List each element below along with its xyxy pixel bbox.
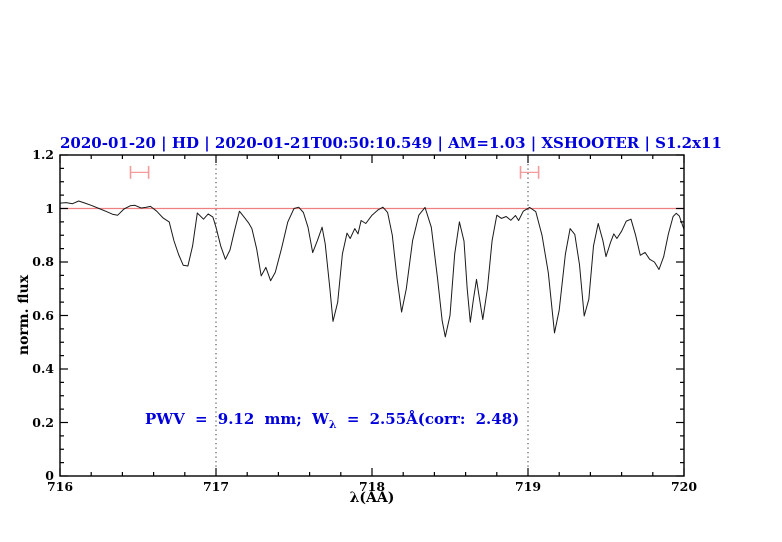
pwv-annotation-lambda-subscript: λ bbox=[328, 418, 337, 431]
pwv-annotation: PWV = 9.12 mm; Wλ = 2.55Å(corr: 2.48) bbox=[145, 410, 519, 431]
y-tick-label: 0.6 bbox=[32, 307, 54, 323]
plot-title: 2020-01-20 | HD | 2020-01-21T00:50:10.54… bbox=[60, 134, 722, 152]
x-tick-label: 718 bbox=[358, 479, 386, 494]
y-tick-label: 1 bbox=[45, 200, 54, 216]
pwv-annotation-suffix: = 2.55Å(corr: 2.48) bbox=[336, 410, 520, 428]
y-tick-label: 0 bbox=[45, 468, 54, 483]
x-tick-label: 717 bbox=[202, 479, 230, 494]
x-tick-label: 720 bbox=[670, 479, 698, 494]
x-axis-label: λ(AA) bbox=[349, 490, 395, 506]
x-tick-label: 716 bbox=[46, 479, 74, 494]
pwv-annotation-prefix: PWV = 9.12 mm; W bbox=[145, 410, 329, 428]
y-tick-label: 1.2 bbox=[32, 147, 54, 162]
y-tick-label: 0.8 bbox=[32, 254, 54, 269]
x-tick-label: 719 bbox=[514, 479, 542, 494]
spectrum-line bbox=[59, 200, 685, 338]
y-tick-label: 0.2 bbox=[32, 414, 54, 430]
y-tick-label: 0.4 bbox=[32, 361, 54, 376]
